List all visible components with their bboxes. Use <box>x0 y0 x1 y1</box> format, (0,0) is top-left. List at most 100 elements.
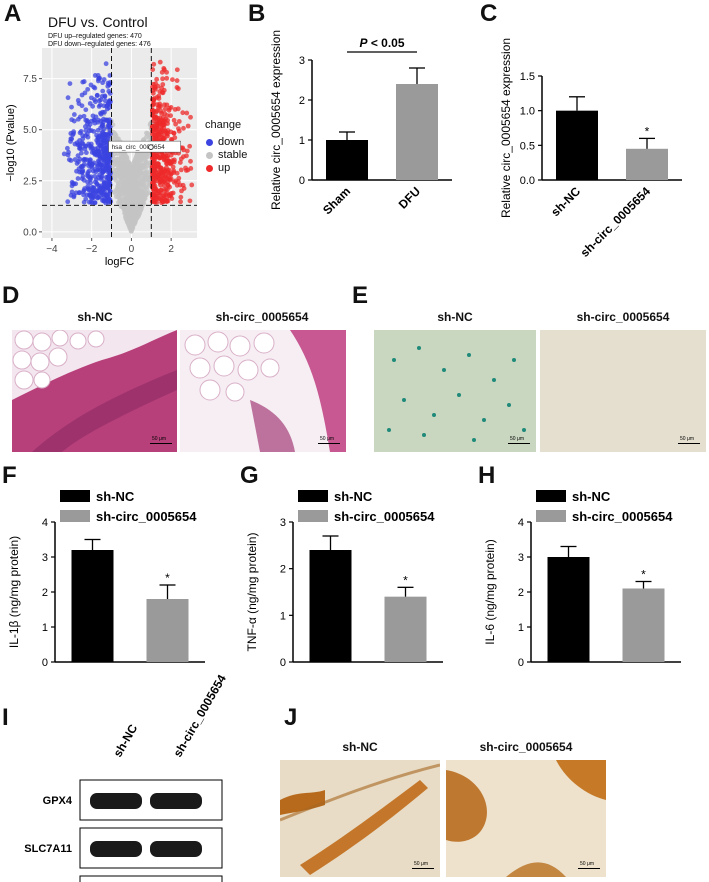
y-tick-label: 1 <box>299 135 305 147</box>
y-axis-label: Relative circ_0005654 expression <box>499 38 513 218</box>
volcano-point-up <box>167 192 173 198</box>
protein-label: SLC7A11 <box>24 843 72 855</box>
volcano-point-up <box>178 199 183 205</box>
volcano-point-up <box>175 86 181 92</box>
volcano-point-down <box>81 177 87 183</box>
volcano-point-up <box>157 192 163 198</box>
y-tick-label: 0 <box>518 657 524 669</box>
volcano-point-up <box>157 59 163 65</box>
volcano-point-down <box>82 186 88 191</box>
volcano-point-down <box>92 200 98 206</box>
volcano-point-down <box>103 61 109 67</box>
legend-swatch <box>536 490 566 502</box>
volcano-point-stable <box>118 200 124 206</box>
legend-swatch <box>60 510 90 522</box>
volcano-point-down <box>91 185 97 191</box>
volcano-point-up <box>185 123 191 129</box>
volcano-point-up <box>176 119 182 124</box>
volcano-point-up <box>170 77 175 83</box>
volcano-y-axis-label: −log10 (Pvalue) <box>5 104 17 181</box>
panel-label-d: D <box>2 282 20 309</box>
panel-label-e: E <box>352 282 369 309</box>
volcano-point-down <box>91 129 97 134</box>
volcano-y-tick-label: 5.0 <box>23 125 37 136</box>
volcano-point-down <box>71 118 77 124</box>
volcano-point-down <box>100 80 105 86</box>
x-tick-label: sh-circ_0005654 <box>578 184 654 260</box>
volcano-point-up <box>189 182 195 188</box>
x-tick-label: DFU <box>396 184 423 211</box>
j-scale-bar-right <box>578 868 600 869</box>
bar-1 <box>547 557 590 662</box>
volcano-point-down <box>88 141 94 147</box>
d-label-sh-circ: sh-circ_0005654 <box>215 310 309 324</box>
j-label-sh-circ: sh-circ_0005654 <box>479 740 573 754</box>
volcano-point-up <box>170 164 176 170</box>
volcano-title: DFU vs. Control <box>48 14 148 30</box>
j-scale-bar-left <box>412 868 434 869</box>
highlight-point <box>147 144 154 151</box>
volcano-point-down <box>74 168 79 174</box>
volcano-point-down <box>104 197 110 203</box>
y-tick-label: 2 <box>42 587 48 599</box>
volcano-point-down <box>104 102 110 108</box>
legend-dot-stable <box>206 152 213 159</box>
legend-dot-down <box>206 139 213 146</box>
volcano-point-up <box>163 186 169 192</box>
bar-chart-f: 0 1 2 3 4 IL-1β (ng/mg protein) * sh-NC sh-circ_… <box>7 489 205 669</box>
volcano-point-down <box>103 174 109 180</box>
volcano-point-down <box>93 114 99 120</box>
volcano-point-up <box>163 174 168 180</box>
d-label-sh-nc: sh-NC <box>77 310 113 324</box>
volcano-point-up <box>150 102 156 107</box>
d-scale-label-left: 50 μm <box>152 436 166 442</box>
panel-label-f: F <box>2 462 17 489</box>
volcano-point-up <box>176 175 182 181</box>
volcano-point-stable <box>129 227 135 232</box>
bar-1 <box>71 550 114 662</box>
volcano-point-up <box>178 167 184 173</box>
d-scale-bar-right <box>318 443 340 444</box>
volcano-point-down <box>107 73 113 78</box>
volcano-point-down <box>106 121 112 127</box>
volcano-point-stable <box>124 157 130 163</box>
volcano-point-down <box>90 168 96 174</box>
volcano-point-down <box>100 186 106 192</box>
volcano-point-stable <box>123 215 129 221</box>
volcano-point-down <box>77 190 82 195</box>
volcano-x-tick-label: −2 <box>86 244 98 255</box>
volcano-point-stable <box>131 215 137 221</box>
volcano-point-down <box>80 136 86 142</box>
legend-label: sh-circ_0005654 <box>334 509 435 524</box>
volcano-point-stable <box>145 131 150 137</box>
volcano-point-stable <box>134 171 140 176</box>
volcano-x-tick-label: −4 <box>46 244 58 255</box>
e-scale-label-left: 50 μm <box>510 436 524 442</box>
volcano-point-down <box>79 103 85 109</box>
volcano-point-stable <box>131 220 137 226</box>
volcano-point-down <box>81 113 87 119</box>
volcano-point-down <box>78 150 84 156</box>
x-tick-label: Sham <box>320 184 353 217</box>
volcano-point-up <box>152 115 158 120</box>
volcano-point-up <box>154 133 160 138</box>
volcano-point-down <box>78 146 84 152</box>
volcano-point-up <box>151 61 157 67</box>
volcano-point-up <box>169 159 175 165</box>
volcano-point-stable <box>133 166 139 172</box>
volcano-point-up <box>163 197 169 203</box>
volcano-point-up <box>158 196 163 202</box>
p-value-annotation: P < 0.05 <box>359 36 404 50</box>
volcano-point-up <box>178 156 184 162</box>
volcano-point-down <box>75 153 81 159</box>
y-tick-label: 0 <box>280 657 286 669</box>
volcano-point-up <box>174 67 180 73</box>
legend-label-down: down <box>218 136 245 148</box>
volcano-point-up <box>161 152 166 158</box>
volcano-point-up <box>187 143 193 149</box>
volcano-point-down <box>96 195 101 200</box>
volcano-point-down <box>98 152 104 158</box>
volcano-point-up <box>177 160 183 165</box>
volcano-point-down <box>102 94 108 99</box>
y-tick-label: 3 <box>299 55 305 67</box>
